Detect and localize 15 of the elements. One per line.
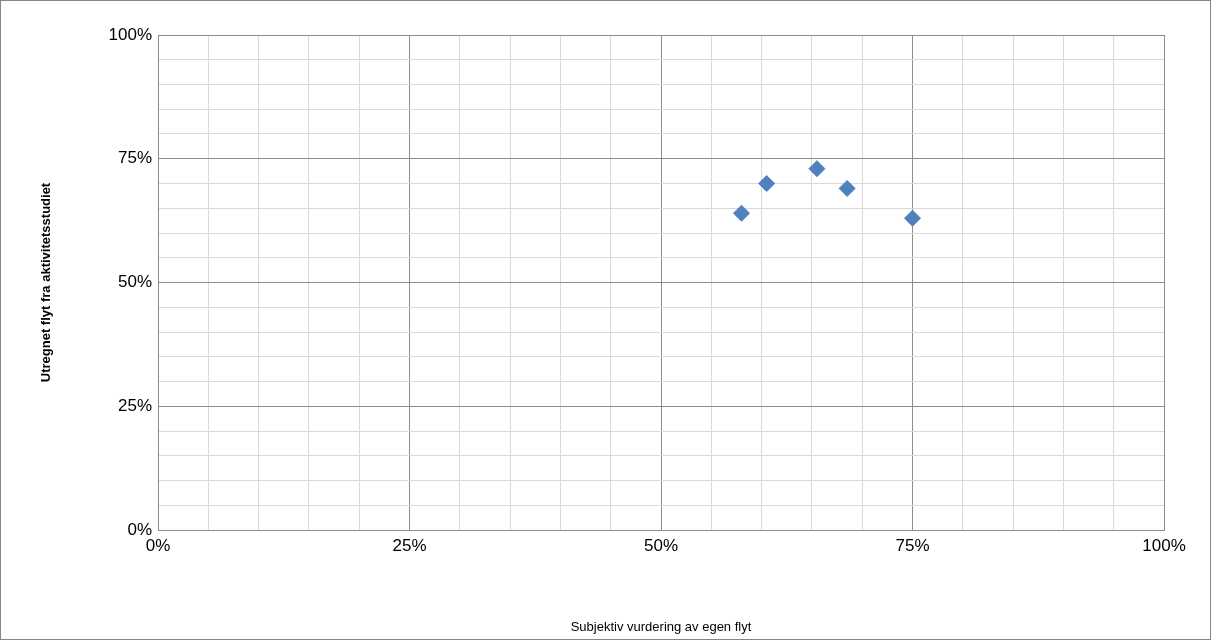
x-tick-label: 50% xyxy=(643,535,679,555)
point xyxy=(808,160,826,178)
y-tick-label: 100% xyxy=(108,24,152,44)
point xyxy=(732,204,750,222)
y-tick-label: 75% xyxy=(117,148,152,168)
x-tick-label: 75% xyxy=(895,535,930,555)
x-tick-label: 100% xyxy=(1142,535,1186,555)
y-tick-label: 25% xyxy=(117,395,152,415)
point xyxy=(758,175,776,192)
point xyxy=(904,209,921,227)
y-axis-title: Utregnet flyt fra aktivitetsstudiet xyxy=(38,182,54,383)
y-tick-label: 50% xyxy=(117,272,152,292)
x-tick-label: 25% xyxy=(392,535,427,555)
x-axis-title: Subjektiv vurdering av egen flyt xyxy=(570,618,752,634)
point xyxy=(838,179,856,197)
